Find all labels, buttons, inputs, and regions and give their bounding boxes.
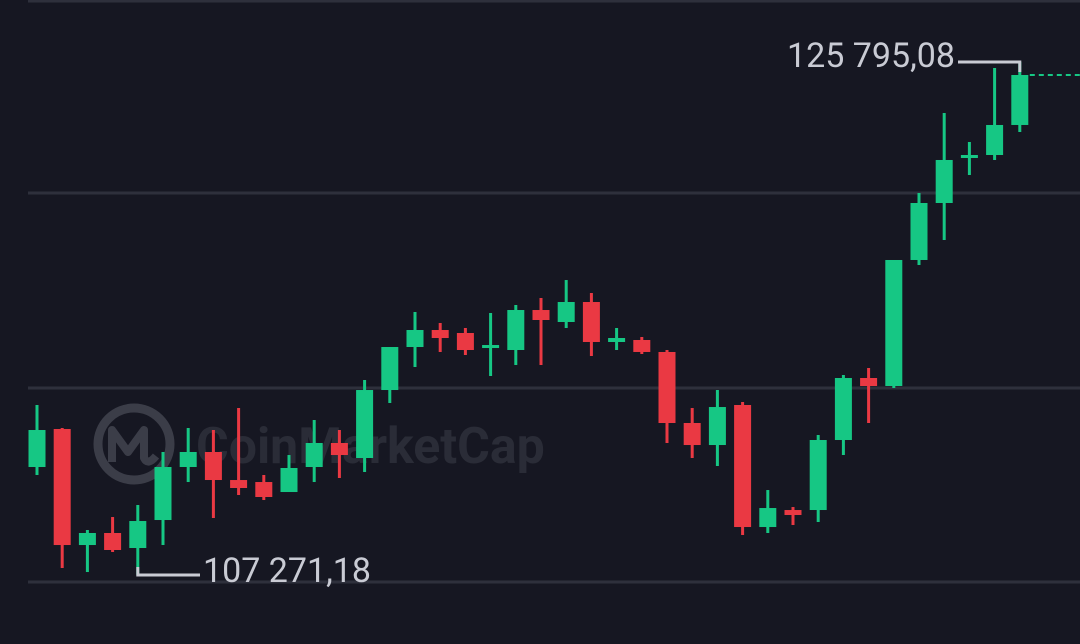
candle-body <box>658 351 676 424</box>
candle <box>582 293 600 357</box>
candle <box>431 322 449 352</box>
candle-body <box>759 508 777 528</box>
candle <box>456 328 474 356</box>
candle <box>356 380 374 473</box>
candle <box>330 430 348 479</box>
candle-body <box>633 340 651 352</box>
candle <box>129 505 147 576</box>
candle-body <box>482 345 500 349</box>
candle <box>658 349 676 443</box>
candle <box>179 428 197 483</box>
candle-body <box>305 442 323 468</box>
candle <box>860 368 878 424</box>
high-leader <box>958 60 1022 73</box>
candle <box>255 475 273 501</box>
candle <box>935 112 953 240</box>
candle-body <box>381 347 399 391</box>
annotations: 125 795,08 107 271,18 <box>136 36 1022 591</box>
candle-body <box>78 533 96 546</box>
candle <box>204 430 222 519</box>
candle-body <box>154 467 172 521</box>
candle <box>809 435 827 523</box>
candle <box>633 337 651 355</box>
candle-body <box>557 302 575 322</box>
candle-body <box>431 330 449 339</box>
candle-body <box>708 407 726 446</box>
candle <box>154 451 172 546</box>
candle <box>708 390 726 467</box>
candle <box>960 141 978 175</box>
candle-body <box>935 159 953 203</box>
candle-body <box>910 202 928 260</box>
low-leader <box>136 567 200 577</box>
candle-body <box>104 533 122 551</box>
candle-body <box>1011 74 1029 125</box>
candle-body <box>406 330 424 348</box>
candle <box>305 420 323 483</box>
candle-body <box>28 430 46 468</box>
low-label: 107 271,18 <box>203 551 371 591</box>
candle-body <box>507 310 525 350</box>
candle <box>834 375 852 456</box>
candle <box>28 404 46 476</box>
candle <box>910 193 928 266</box>
candle-body <box>734 404 752 528</box>
candle-body <box>53 429 71 546</box>
candle-body <box>280 468 298 493</box>
candle-body <box>255 482 273 497</box>
watermark-logo <box>93 403 175 485</box>
candle <box>608 328 626 350</box>
candle-body <box>582 302 600 342</box>
candle <box>507 304 525 366</box>
candle-body <box>683 423 701 446</box>
candle <box>759 490 777 534</box>
candle-body <box>179 451 197 468</box>
candle <box>280 455 298 493</box>
candle-body <box>330 442 348 456</box>
candle <box>532 298 550 366</box>
candle-body <box>204 451 222 481</box>
candle-body <box>129 521 147 549</box>
candle <box>784 507 802 525</box>
high-label: 125 795,08 <box>787 36 955 76</box>
candle <box>557 280 575 329</box>
candle <box>1011 62 1029 132</box>
candle-body <box>885 259 903 387</box>
candle-body <box>230 480 248 488</box>
candle-body <box>809 440 827 511</box>
grid <box>28 0 1080 584</box>
candle <box>986 67 1004 160</box>
candle-body <box>532 310 550 321</box>
candle-body <box>608 338 626 342</box>
candle-body <box>860 377 878 387</box>
watermark-logo-mark <box>108 426 160 466</box>
candle-body <box>986 124 1004 156</box>
candle <box>734 402 752 536</box>
candle <box>230 408 248 496</box>
candle <box>885 259 903 388</box>
candle <box>381 347 399 404</box>
candle <box>78 530 96 573</box>
candle <box>482 312 500 377</box>
candle <box>53 428 71 569</box>
candle-body <box>960 155 978 159</box>
candle-body <box>356 390 374 459</box>
candle-body <box>834 377 852 441</box>
candle <box>683 408 701 459</box>
candles <box>28 62 1080 576</box>
candle <box>104 517 122 552</box>
candle-body <box>784 510 802 516</box>
candle-body <box>456 332 474 350</box>
candle <box>406 312 424 368</box>
